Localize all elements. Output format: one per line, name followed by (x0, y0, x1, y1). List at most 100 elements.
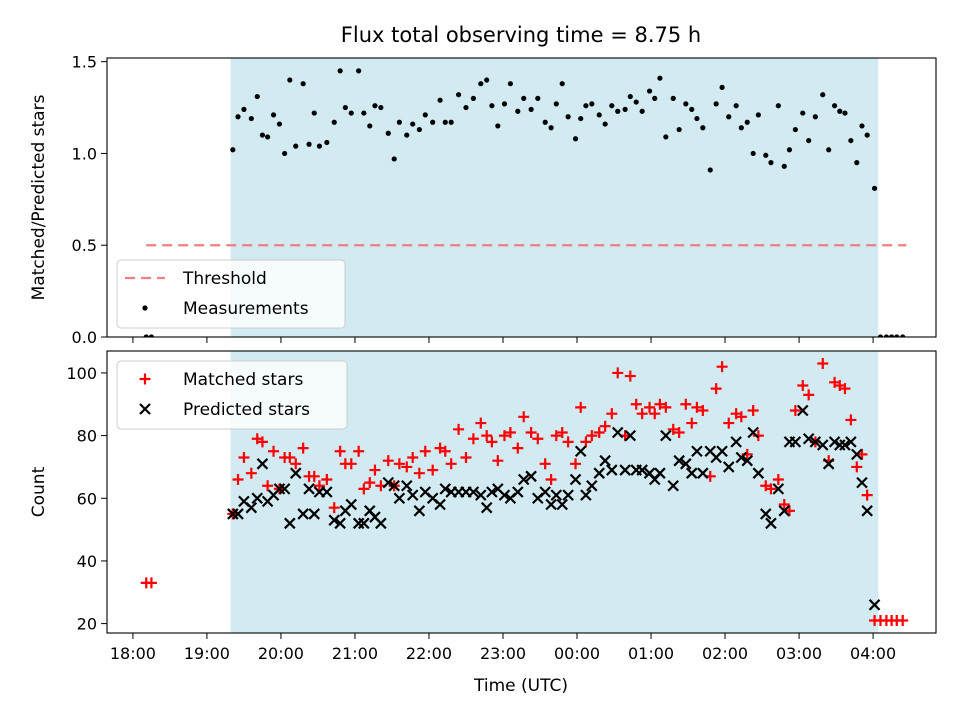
data-point (539, 458, 551, 470)
data-point (574, 445, 587, 458)
data-point (803, 389, 815, 401)
data-point (528, 106, 534, 112)
x-tick-label: 22:00 (406, 644, 452, 663)
data-point (313, 480, 325, 492)
data-point (580, 436, 592, 448)
data-point (722, 461, 735, 473)
data-point (691, 401, 703, 413)
data-point (334, 445, 346, 457)
data-point (492, 455, 504, 467)
data-point (353, 445, 365, 457)
data-point (453, 423, 465, 435)
data-point (311, 110, 317, 116)
plot-area (140, 358, 909, 626)
data-point (781, 163, 787, 169)
data-point (550, 489, 563, 501)
data-point (778, 505, 791, 517)
data-point (755, 112, 761, 118)
data-point (735, 411, 747, 423)
legend-label: Measurements (183, 299, 309, 319)
data-point (845, 414, 857, 426)
data-point (439, 445, 451, 457)
data-point (565, 114, 571, 120)
legend-marker (139, 373, 151, 385)
data-point (396, 119, 402, 125)
legend-marker (142, 305, 148, 311)
plot-area (143, 68, 907, 337)
data-point (241, 106, 247, 112)
data-point (719, 84, 725, 90)
data-point (837, 108, 843, 114)
data-point (498, 489, 511, 501)
data-point (792, 126, 798, 133)
data-point (839, 383, 851, 395)
data-point (796, 404, 809, 417)
data-point (856, 476, 868, 489)
data-point (542, 119, 548, 125)
x-tick-label: 03:00 (776, 644, 822, 663)
data-point (282, 150, 288, 157)
y-axis-label: Matched/Predicted stars (29, 94, 49, 300)
data-point (316, 143, 323, 149)
data-point (367, 123, 373, 129)
legend-label: Threshold (182, 269, 267, 289)
data-point (504, 426, 516, 438)
data-point (278, 483, 291, 495)
data-point (741, 454, 754, 467)
data-point (442, 119, 448, 125)
data-point (238, 452, 250, 464)
data-point (289, 467, 302, 479)
data-point (245, 501, 258, 514)
data-point (306, 141, 312, 147)
data-point (235, 114, 241, 120)
data-point (752, 467, 765, 479)
data-point (619, 464, 631, 476)
count-panel: 20 40 60 80 100 18:00 19:00 20:00 21:00 22:00 23:0… (29, 350, 937, 663)
data-point (559, 81, 565, 87)
data-point (525, 470, 537, 483)
series-matched-stars (140, 358, 909, 626)
data-point (439, 483, 452, 495)
data-point (775, 103, 781, 109)
data-point (486, 486, 498, 498)
data-point (586, 479, 598, 492)
y-tick-label: 100 (66, 364, 97, 383)
data-point (270, 112, 277, 118)
data-point (348, 110, 354, 116)
data-point (268, 445, 280, 457)
data-point (602, 121, 608, 127)
data-point (822, 458, 835, 470)
data-point (593, 467, 605, 479)
data-point (686, 417, 698, 429)
data-point (606, 464, 618, 476)
y-axis-label: Count (29, 466, 49, 517)
data-point (400, 479, 413, 492)
data-point (321, 486, 333, 498)
data-point (148, 334, 155, 337)
data-point (382, 455, 394, 467)
data-point (297, 508, 309, 520)
axes-frame (106, 350, 937, 634)
y-tick-label: 20 (77, 615, 97, 634)
data-point (303, 483, 315, 495)
data-point (654, 467, 666, 479)
data-point (324, 139, 330, 146)
data-point (375, 517, 387, 530)
data-point (667, 423, 679, 435)
data-point (385, 130, 391, 136)
data-point (434, 498, 446, 511)
legend-marker (139, 403, 151, 415)
data-point (599, 454, 611, 467)
data-point (406, 489, 419, 501)
data-point (861, 489, 873, 501)
data-point (697, 467, 709, 479)
data-point (345, 458, 357, 470)
data-point (419, 445, 431, 457)
data-point (550, 430, 562, 442)
data-point (700, 125, 706, 131)
x-tick-label: 00:00 (554, 644, 600, 663)
data-point (593, 426, 605, 438)
y-tick-label: 60 (77, 489, 97, 508)
data-point (470, 95, 476, 101)
data-point (297, 442, 309, 454)
